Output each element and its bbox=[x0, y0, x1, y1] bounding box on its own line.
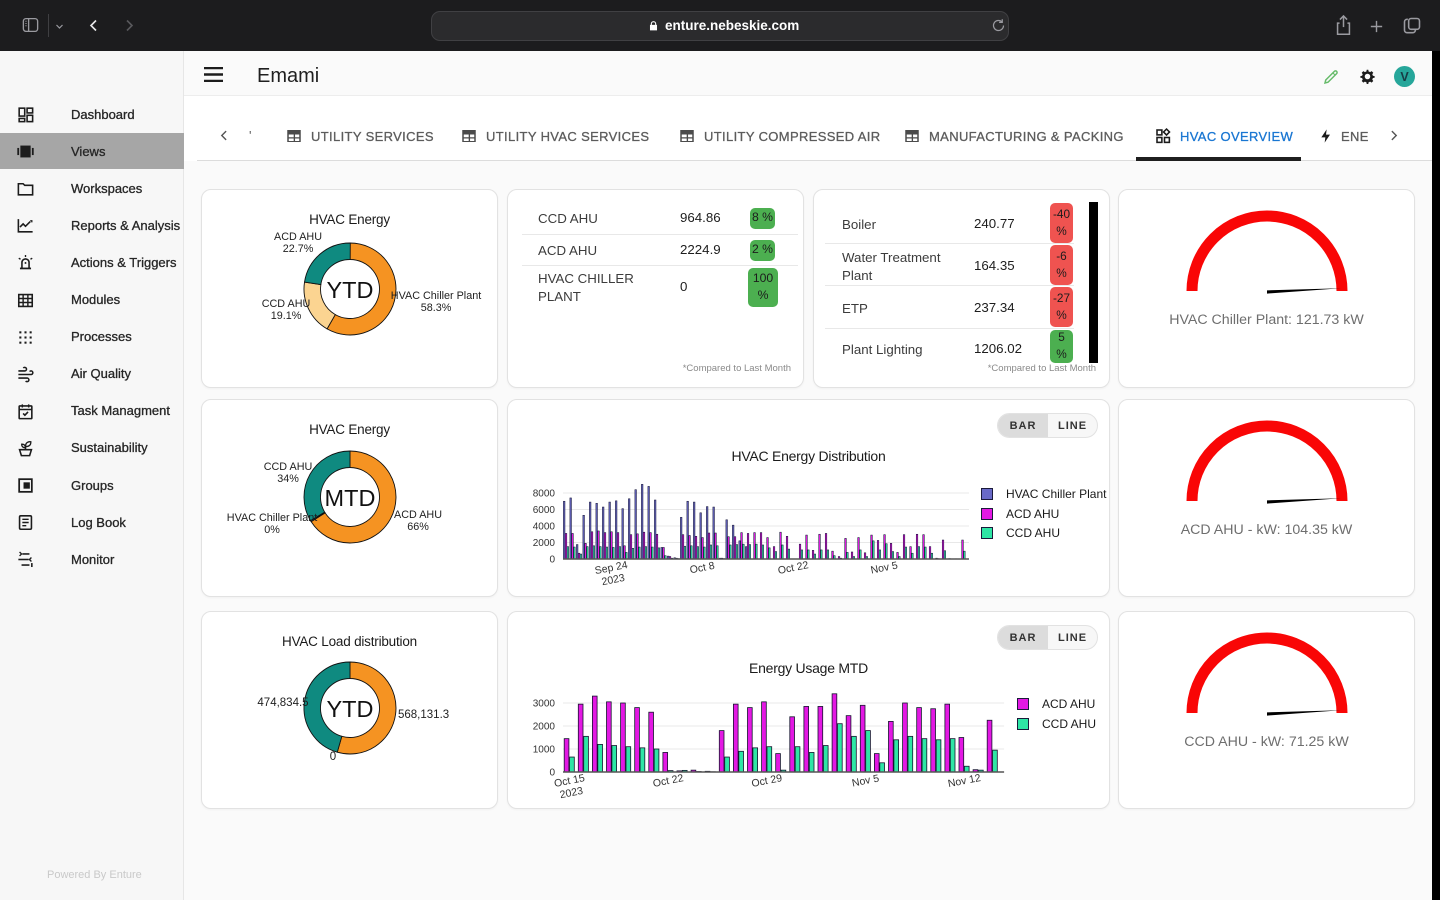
svg-text:Oct 22: Oct 22 bbox=[777, 559, 810, 577]
svg-text:3000: 3000 bbox=[533, 699, 556, 710]
svg-text:YTD: YTD bbox=[327, 696, 374, 722]
svg-text:Oct 8: Oct 8 bbox=[689, 560, 716, 577]
svg-text:4000: 4000 bbox=[533, 522, 556, 533]
svg-text:2023: 2023 bbox=[601, 572, 626, 588]
svg-text:Nov 5: Nov 5 bbox=[851, 773, 880, 790]
svg-text:MTD: MTD bbox=[325, 485, 376, 511]
svg-text:Oct 29: Oct 29 bbox=[750, 772, 783, 790]
svg-text:0: 0 bbox=[549, 555, 555, 566]
svg-text:Nov 12: Nov 12 bbox=[947, 772, 982, 790]
svg-text:Oct 22: Oct 22 bbox=[652, 772, 685, 790]
svg-text:2000: 2000 bbox=[533, 722, 556, 733]
svg-text:2023: 2023 bbox=[559, 785, 584, 801]
svg-text:YTD: YTD bbox=[327, 277, 374, 303]
svg-text:1000: 1000 bbox=[533, 745, 556, 756]
svg-text:6000: 6000 bbox=[533, 505, 556, 516]
svg-text:Oct 15: Oct 15 bbox=[553, 772, 586, 790]
svg-text:0: 0 bbox=[549, 768, 555, 779]
svg-text:2000: 2000 bbox=[533, 538, 556, 549]
svg-text:8000: 8000 bbox=[533, 489, 556, 500]
svg-text:Nov 5: Nov 5 bbox=[870, 560, 899, 577]
